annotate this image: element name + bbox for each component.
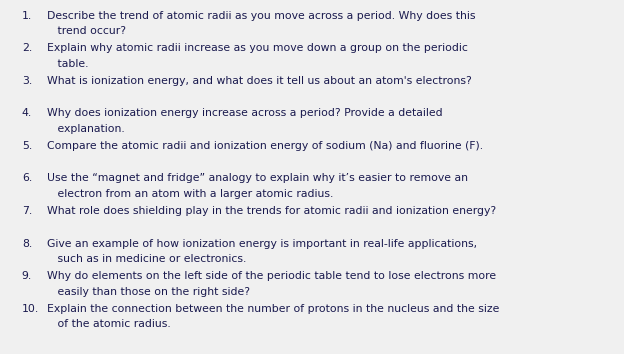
Text: 2.: 2. (22, 43, 32, 53)
Text: of the atomic radius.: of the atomic radius. (47, 319, 170, 329)
Text: 4.: 4. (22, 108, 32, 118)
Text: Describe the trend of atomic radii as you move across a period. Why does this: Describe the trend of atomic radii as yo… (47, 11, 475, 21)
Text: What is ionization energy, and what does it tell us about an atom's electrons?: What is ionization energy, and what does… (47, 76, 472, 86)
Text: 9.: 9. (22, 271, 32, 281)
Text: 8.: 8. (22, 239, 32, 249)
Text: 7.: 7. (22, 206, 32, 216)
Text: 1.: 1. (22, 11, 32, 21)
Text: Explain why atomic radii increase as you move down a group on the periodic: Explain why atomic radii increase as you… (47, 43, 467, 53)
Text: Explain the connection between the number of protons in the nucleus and the size: Explain the connection between the numbe… (47, 304, 499, 314)
Text: easily than those on the right side?: easily than those on the right side? (47, 287, 250, 297)
Text: table.: table. (47, 59, 89, 69)
Text: Compare the atomic radii and ionization energy of sodium (Na) and fluorine (F).: Compare the atomic radii and ionization … (47, 141, 483, 151)
Text: Why do elements on the left side of the periodic table tend to lose electrons mo: Why do elements on the left side of the … (47, 271, 496, 281)
Text: trend occur?: trend occur? (47, 26, 126, 36)
Text: Why does ionization energy increase across a period? Provide a detailed: Why does ionization energy increase acro… (47, 108, 442, 118)
Text: electron from an atom with a larger atomic radius.: electron from an atom with a larger atom… (47, 189, 333, 199)
Text: 6.: 6. (22, 173, 32, 183)
Text: 3.: 3. (22, 76, 32, 86)
Text: Give an example of how ionization energy is important in real-life applications,: Give an example of how ionization energy… (47, 239, 477, 249)
Text: What role does shielding play in the trends for atomic radii and ionization ener: What role does shielding play in the tre… (47, 206, 496, 216)
Text: such as in medicine or electronics.: such as in medicine or electronics. (47, 254, 246, 264)
Text: Use the “magnet and fridge” analogy to explain why it’s easier to remove an: Use the “magnet and fridge” analogy to e… (47, 173, 468, 183)
Text: explanation.: explanation. (47, 124, 125, 134)
Text: 10.: 10. (22, 304, 39, 314)
Text: 5.: 5. (22, 141, 32, 151)
